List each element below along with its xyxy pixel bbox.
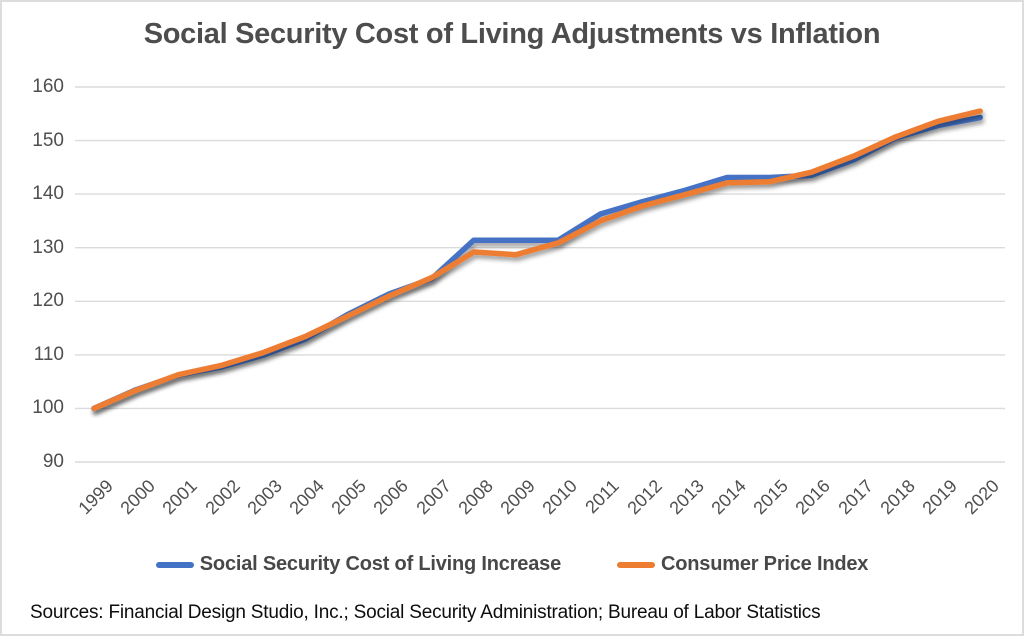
chart-title: Social Security Cost of Living Adjustmen… [143, 18, 881, 50]
legend-label-cpi: Consumer Price Index [661, 553, 869, 575]
y-tick-label: 150 [32, 129, 64, 151]
legend-label-cola: Social Security Cost of Living Increase [199, 553, 562, 575]
legend-item-cpi: Consumer Price Index [617, 553, 868, 576]
y-tick-label: 160 [32, 76, 64, 97]
legend-line-icon-cola [155, 561, 194, 568]
y-tick-label: 110 [33, 343, 64, 365]
gridlines [75, 86, 1005, 463]
y-tick-label: 100 [32, 397, 64, 419]
y-tick-label: 130 [32, 236, 64, 258]
y-tick-label: 90 [42, 451, 64, 472]
source-note: Sources: Financial Design Studio, Inc.; … [30, 602, 821, 623]
series-lines [91, 108, 983, 412]
legend-line-icon-cpi [617, 561, 656, 568]
y-tick-label: 140 [32, 183, 64, 205]
legend: Social Security Cost of Living Increase … [2, 553, 1022, 576]
legend-item-cola: Social Security Cost of Living Increase [155, 553, 562, 576]
y-tick-label: 120 [32, 290, 64, 312]
